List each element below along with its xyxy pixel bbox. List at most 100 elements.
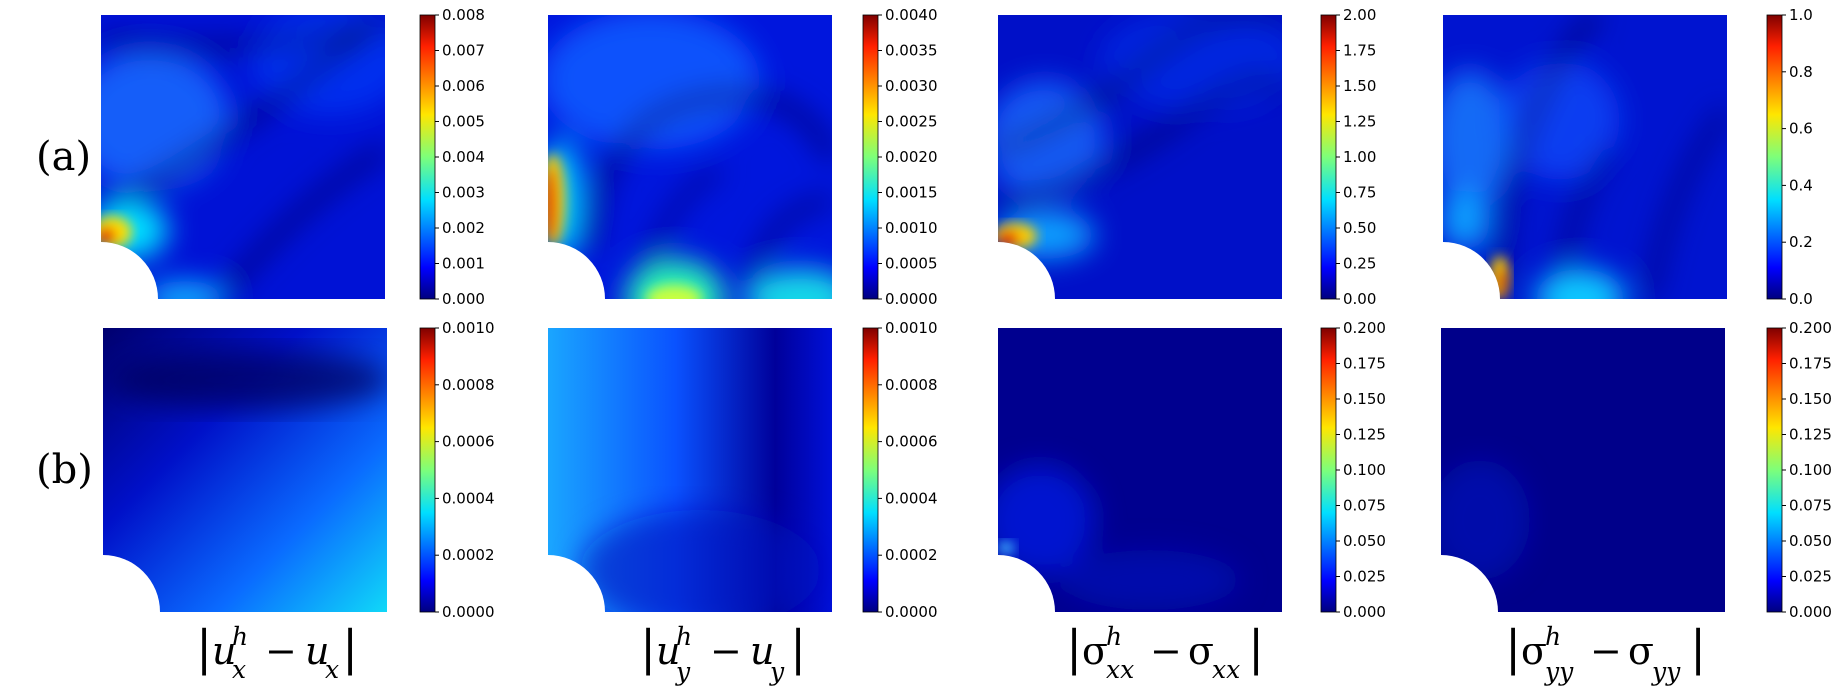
colorbar-1 [862,14,879,300]
svg-text:h: h [676,622,692,651]
colorbar-tick-label: 0.6 [1789,120,1813,138]
colorbar-0 [419,14,436,300]
column-label-sxx: | σ xx h − σ xx | [1066,620,1264,684]
svg-text:|: | [640,620,656,676]
colorbar-tick-label: 0.00 [1343,290,1376,308]
colorbar-tick-label: 0.050 [1789,532,1832,550]
colorbar-tick-label: 0.005 [442,113,485,131]
colorbar-tick-label: 0.0030 [885,77,938,95]
colorbar-tick-label: 0.0008 [885,376,938,394]
svg-text:σ: σ [1628,629,1654,673]
colorbar-tick-label: 0.4 [1789,176,1813,194]
colorbar-tick-label: 0.000 [442,290,485,308]
svg-text:σ: σ [1188,629,1214,673]
colorbar-tick-label: 0.0040 [885,6,938,24]
colorbar-tick-label: 0.0010 [885,319,938,337]
colorbar-tick-label: 0.8 [1789,63,1813,81]
heatmap-b-sxx [998,328,1282,612]
colorbar-tick-label: 1.0 [1789,6,1813,24]
colorbar-tick-label: 0.002 [442,219,485,237]
svg-text:xx: xx [1106,655,1134,684]
colorbar-tick-label: 0.075 [1789,497,1832,515]
colorbar-tick-label: 0.0000 [885,603,938,621]
svg-text:|: | [342,620,358,676]
colorbar-tick-label: 0.006 [442,77,485,95]
colorbar-tick-label: 0.150 [1343,390,1386,408]
colorbar-tick-label: 0.008 [442,6,485,24]
svg-text:|: | [1505,620,1521,676]
colorbar-tick-label: 0.2 [1789,233,1813,251]
svg-text:−: − [265,629,297,673]
colorbar-tick-label: 0.0010 [442,319,495,337]
colorbar-tick-label: 0.0006 [442,433,495,451]
svg-text:|: | [1066,620,1082,676]
svg-text:xx: xx [1212,655,1240,684]
svg-text:σ: σ [1521,629,1547,673]
colorbar-tick-label: 0.0035 [885,42,938,60]
svg-text:−: − [1150,629,1182,673]
colorbar-5 [862,327,879,613]
heatmap-a-sxx [998,15,1282,299]
svg-text:|: | [196,620,212,676]
heatmap-a-uy [548,15,832,299]
colorbar-tick-label: 0.0002 [442,546,495,564]
colorbar-tick-label: 0.175 [1343,355,1386,373]
colorbar-tick-label: 0.0015 [885,184,938,202]
colorbar-tick-label: 0.125 [1343,426,1386,444]
colorbar-tick-label: 1.00 [1343,148,1376,166]
colorbar-tick-label: 0.0025 [885,113,938,131]
colorbar-tick-label: 0.0000 [885,290,938,308]
svg-text:h: h [1106,622,1122,651]
colorbar-3 [1766,14,1783,300]
svg-text:u: u [212,629,236,673]
colorbar-7 [1766,327,1783,613]
colorbar-tick-label: 0.007 [442,42,485,60]
colorbar-tick-label: 0.075 [1343,497,1386,515]
colorbar-tick-label: 1.75 [1343,42,1376,60]
colorbar-4 [419,327,436,613]
colorbar-tick-label: 0.025 [1789,568,1832,586]
svg-text:|: | [1248,620,1264,676]
colorbar-tick-label: 0.200 [1343,319,1386,337]
row-label-b: (b) [36,447,93,493]
colorbar-tick-label: 0.175 [1789,355,1832,373]
svg-text:h: h [232,622,248,651]
column-label-syy: | σ yy h − σ yy | [1505,620,1706,686]
svg-text:−: − [1590,629,1622,673]
svg-text:|: | [790,620,806,676]
colorbar-tick-label: 0.100 [1343,461,1386,479]
colorbar-tick-label: 0.0002 [885,546,938,564]
svg-text:u: u [656,629,680,673]
colorbar-tick-label: 0.001 [442,255,485,273]
svg-text:u: u [750,629,774,673]
colorbar-tick-label: 0.0010 [885,219,938,237]
colorbar-tick-label: 0.0006 [885,433,938,451]
heatmap-a-ux [101,15,385,299]
svg-text:y: y [675,657,691,686]
colorbars: 0.000 0.001 0.002 0.003 0.004 0.005 0.006 0.007… [419,6,1832,621]
colorbar-tick-label: 0.125 [1789,426,1832,444]
colorbar-tick-label: 0.50 [1343,219,1376,237]
svg-text:x: x [325,655,339,684]
colorbar-6 [1320,327,1337,613]
colorbar-tick-label: 0.025 [1343,568,1386,586]
svg-text:u: u [305,629,329,673]
colorbar-tick-label: 0.0020 [885,148,938,166]
svg-text:x: x [232,655,246,684]
heatmap-b-syy [1441,328,1725,612]
column-label-ux: | u x h − u x | [196,620,358,684]
colorbar-tick-label: 2.00 [1343,6,1376,24]
colorbar-tick-label: 0.0008 [442,376,495,394]
colorbar-tick-label: 0.000 [1789,603,1832,621]
colorbar-tick-label: 1.50 [1343,77,1376,95]
heatmap-a-syy [1443,15,1727,299]
colorbar-tick-label: 0.0 [1789,290,1813,308]
colorbar-tick-label: 0.004 [442,148,485,166]
svg-text:yy: yy [1651,657,1681,686]
colorbar-tick-label: 0.0005 [885,255,938,273]
colorbar-tick-label: 0.100 [1789,461,1832,479]
row-label-a: (a) [36,134,91,180]
colorbar-tick-label: 0.200 [1789,319,1832,337]
colorbar-tick-label: 0.0004 [885,489,938,507]
